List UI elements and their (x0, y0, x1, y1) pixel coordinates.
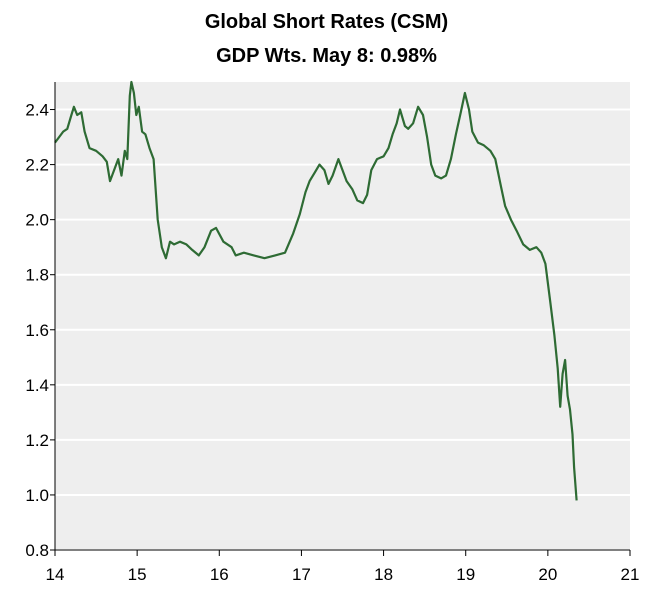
y-tick-label: 2.0 (25, 211, 49, 230)
x-tick-label: 18 (374, 565, 393, 584)
y-tick-label: 2.2 (25, 156, 49, 175)
x-tick-label: 20 (538, 565, 557, 584)
y-tick-label: 1.2 (25, 431, 49, 450)
y-tick-label: 1.6 (25, 321, 49, 340)
y-tick-label: 1.0 (25, 486, 49, 505)
y-tick-label: 0.8 (25, 541, 49, 560)
y-axis-ticks: 0.8 1.0 1.2 1.4 1.6 1.8 2.0 2.2 2.4 (25, 101, 55, 560)
x-tick-label: 15 (128, 565, 147, 584)
chart-title: Global Short Rates (CSM) (204, 11, 449, 33)
y-tick-label: 1.4 (25, 376, 49, 395)
chart-subtitle: GDP Wts. May 8: 0.98% (216, 45, 437, 67)
y-tick-label: 1.8 (25, 266, 49, 285)
y-tick-label: 2.4 (25, 101, 49, 120)
x-tick-label: 21 (621, 565, 640, 584)
x-tick-label: 19 (456, 565, 475, 584)
x-tick-label: 16 (210, 565, 229, 584)
plot-area (55, 82, 630, 550)
x-tick-label: 17 (292, 565, 311, 584)
axes (54, 82, 630, 551)
x-tick-label: 14 (46, 565, 65, 584)
x-axis-ticks: 14 15 16 17 18 19 20 21 (46, 550, 640, 584)
series-line (54, 80, 578, 501)
